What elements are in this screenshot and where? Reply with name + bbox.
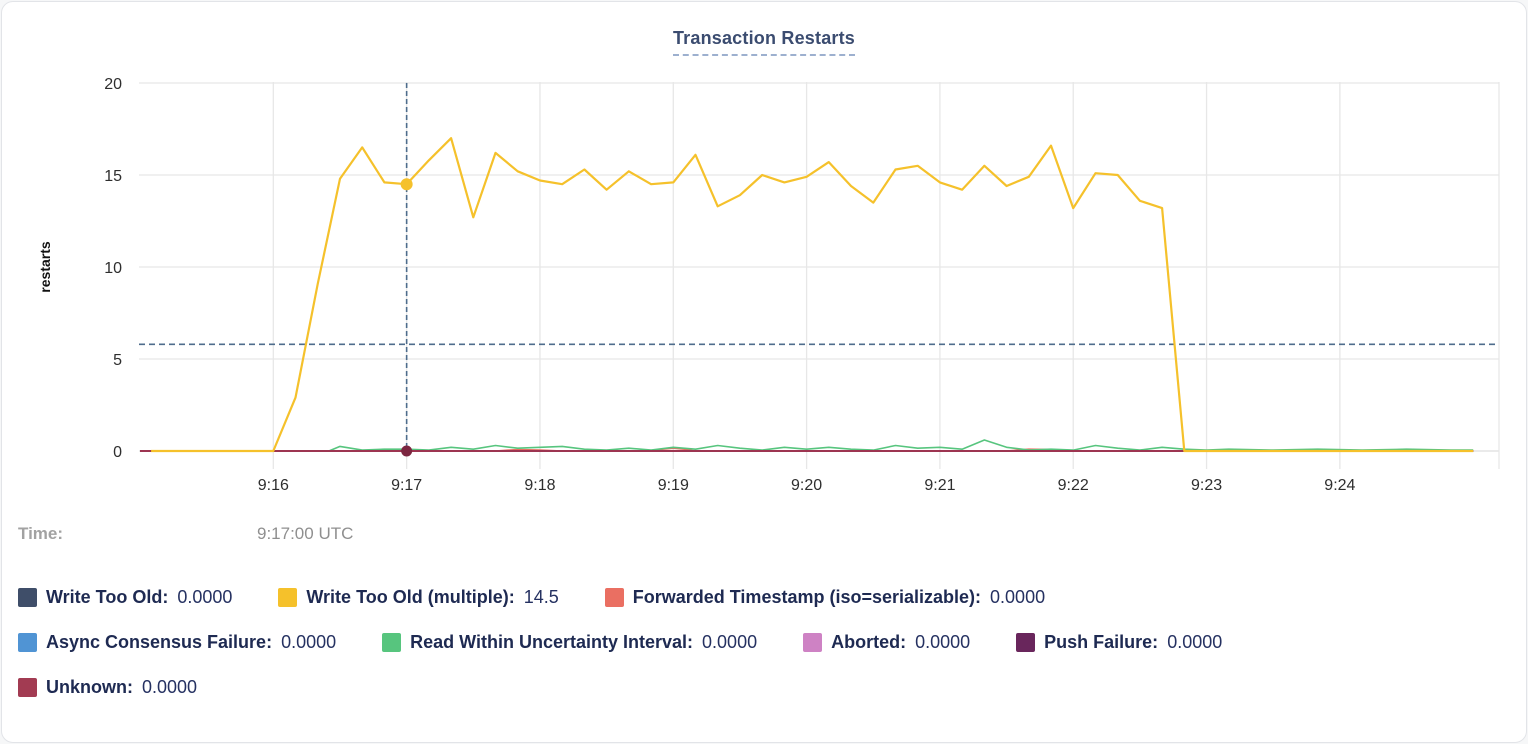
hover-crosshair <box>400 83 413 457</box>
legend-swatch-icon <box>18 677 37 697</box>
legend-item[interactable]: Write Too Old (multiple): 14.5 <box>278 585 559 609</box>
x-tick-label: 9:24 <box>1324 477 1355 494</box>
legend-item[interactable]: Async Consensus Failure: 0.0000 <box>18 630 336 654</box>
hover-time-label: Time: <box>18 524 64 543</box>
legend-row: Unknown: 0.0000 <box>18 675 1510 699</box>
legend-series-label: Forwarded Timestamp (iso=serializable): <box>632 586 982 607</box>
hover-time-row: Time: 9:17:00 UTC <box>18 524 353 544</box>
x-tick-label: 9:20 <box>791 477 822 494</box>
x-tick-label: 9:18 <box>524 477 555 494</box>
legend-item[interactable]: Forwarded Timestamp (iso=serializable): 0… <box>604 585 1046 609</box>
legend-swatch-icon <box>803 632 823 652</box>
y-tick-label: 15 <box>104 168 122 185</box>
legend-item[interactable]: Push Failure: 0.0000 <box>1016 630 1222 654</box>
legend-row: Write Too Old: 0.0000 Write Too Old (multi… <box>18 585 1510 609</box>
legend-swatch-icon <box>1016 632 1036 652</box>
chart-gridlines <box>139 82 1500 469</box>
legend-series-value: 0.0000 <box>142 676 198 697</box>
crosshair-point <box>400 178 413 191</box>
legend-series-value: 0.0000 <box>1167 631 1223 652</box>
legend-series-value: 0.0000 <box>990 586 1046 607</box>
x-tick-label: 9:17 <box>391 477 422 494</box>
axis-tick-labels: 0 5 10 15 20 9:16 9:17 9:18 9:19 9:20 9:21 9:22 9:23… <box>104 76 1355 494</box>
legend-series-value: 0.0000 <box>281 631 337 652</box>
transaction-restarts-chart[interactable]: 0 5 10 15 20 9:16 9:17 9:18 9:19 9:20 9:21 9:22 9:23… <box>2 60 1528 512</box>
legend-series-label: Push Failure: <box>1044 631 1159 652</box>
legend-series-value: 0.0000 <box>702 631 758 652</box>
y-axis-label: restarts <box>37 241 53 293</box>
legend-swatch-icon <box>382 632 402 652</box>
legend-series-label: Unknown: <box>46 676 133 697</box>
chart-title-row: Transaction Restarts <box>2 28 1526 56</box>
x-tick-label: 9:22 <box>1058 477 1089 494</box>
y-tick-label: 0 <box>113 444 122 461</box>
series-line <box>151 137 1474 453</box>
legend-row: Async Consensus Failure: 0.0000 Read Withi… <box>18 630 1510 654</box>
y-tick-label: 20 <box>104 76 122 93</box>
y-tick-label: 10 <box>104 260 122 277</box>
x-tick-label: 9:21 <box>924 477 955 494</box>
legend-series-label: Async Consensus Failure: <box>46 631 273 652</box>
legend-series-value: 14.5 <box>523 586 559 607</box>
legend-swatch-icon <box>604 587 624 607</box>
legend-item[interactable]: Aborted: 0.0000 <box>803 630 970 654</box>
legend-series-label: Write Too Old (multiple): <box>306 586 515 607</box>
legend-swatch-icon <box>18 632 37 652</box>
legend-series-label: Read Within Uncertainty Interval: <box>410 631 694 652</box>
legend-swatch-icon <box>18 587 37 607</box>
y-tick-label: 5 <box>113 352 122 369</box>
legend-series-label: Write Too Old: <box>46 586 169 607</box>
x-tick-label: 9:19 <box>658 477 689 494</box>
legend-series-value: 0.0000 <box>915 631 971 652</box>
legend-item[interactable]: Read Within Uncertainty Interval: 0.0000 <box>382 630 757 654</box>
legend-item[interactable]: Write Too Old: 0.0000 <box>18 585 232 609</box>
crosshair-point <box>401 445 413 457</box>
legend-item[interactable]: Unknown: 0.0000 <box>18 675 197 699</box>
x-tick-label: 9:23 <box>1191 477 1222 494</box>
legend-series-label: Aborted: <box>831 631 907 652</box>
legend-series-value: 0.0000 <box>177 586 233 607</box>
legend-swatch-icon <box>278 587 298 607</box>
chart-title[interactable]: Transaction Restarts <box>672 28 856 56</box>
x-tick-label: 9:16 <box>258 477 289 494</box>
chart-legend: Write Too Old: 0.0000 Write Too Old (multi… <box>18 585 1510 720</box>
hover-time-value: 9:17:00 UTC <box>257 524 354 543</box>
